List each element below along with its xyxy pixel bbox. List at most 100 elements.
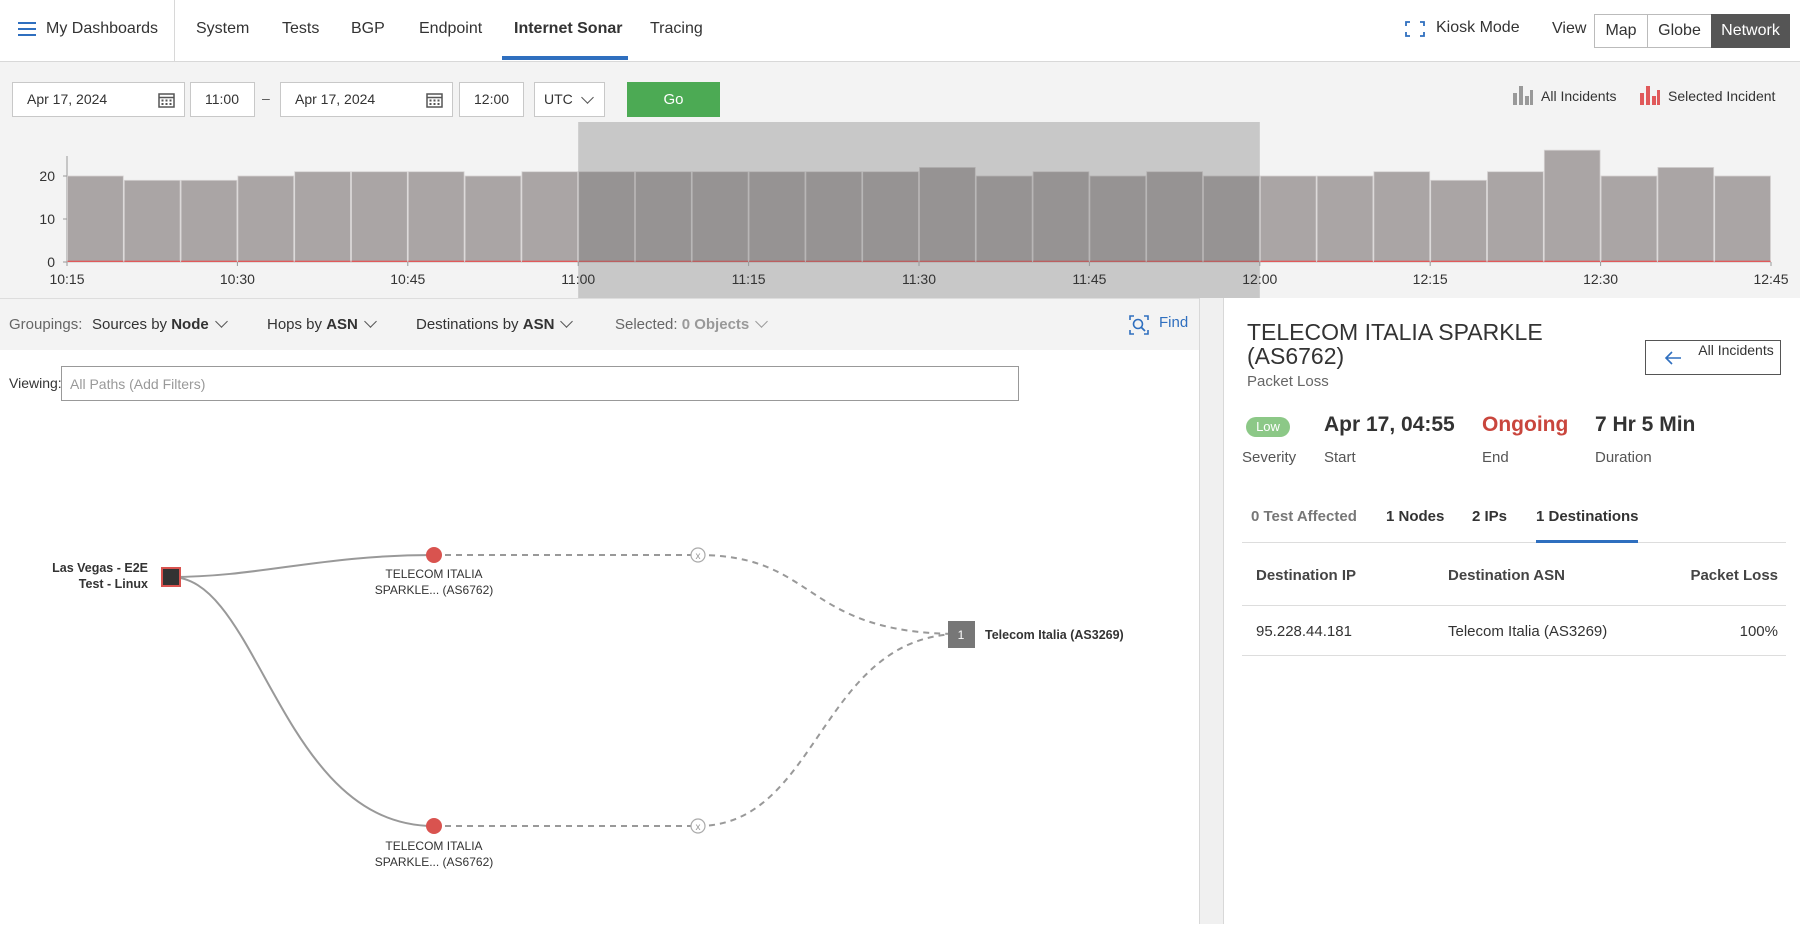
path-link-top-dest (697, 554, 962, 635)
severity-badge: Low (1246, 417, 1290, 437)
path-link-source-top (170, 554, 435, 578)
histogram-bar[interactable] (67, 175, 124, 263)
sources-grouping-dropdown[interactable]: Sources by Node (92, 315, 228, 333)
tab-destinations[interactable]: 1 Destinations (1536, 508, 1639, 525)
path-link-source-bottom (170, 576, 435, 827)
all-incidents-legend: All Incidents (1541, 88, 1617, 104)
calendar-icon[interactable] (426, 92, 443, 108)
unknown-hop-mark: x (696, 551, 701, 562)
timezone-select[interactable]: UTC (534, 82, 605, 117)
cell-packet-loss: 100% (1739, 623, 1778, 640)
tab-tests[interactable]: Tests (282, 20, 320, 37)
x-tick-label: 12:30 (1583, 271, 1618, 287)
nav-divider (174, 0, 175, 62)
histogram-bar[interactable] (1487, 171, 1544, 263)
histogram-bar[interactable] (1259, 175, 1317, 263)
histogram-bar[interactable] (180, 179, 238, 263)
x-tick-label: 11:45 (1072, 271, 1106, 287)
histogram-bar[interactable] (237, 175, 295, 263)
hops-grouping-dropdown[interactable]: Hops by ASN (267, 315, 377, 333)
selected-incident-bar (1487, 260, 1544, 262)
groupings-label: Groupings: (9, 316, 83, 333)
path-filter-input[interactable] (61, 366, 1019, 401)
start-date-field[interactable]: Apr 17, 2024 (12, 82, 185, 117)
start-label: Start (1324, 449, 1356, 466)
find-icon[interactable] (1128, 314, 1150, 336)
selected-incident-bar (124, 260, 181, 262)
tab-endpoint[interactable]: Endpoint (419, 20, 483, 37)
selected-objects-dropdown[interactable]: Selected: 0 Objects (615, 315, 769, 333)
histogram-bar[interactable] (578, 171, 635, 263)
panel-divider[interactable] (1199, 298, 1224, 924)
view-globe-button[interactable]: Globe (1647, 14, 1712, 48)
histogram-bar[interactable] (1316, 175, 1374, 263)
tab-tests-affected[interactable]: 0 Test Affected (1251, 508, 1357, 525)
go-button[interactable]: Go (627, 82, 720, 117)
destinations-grouping-dropdown[interactable]: Destinations by ASN (416, 315, 574, 333)
histogram-bar[interactable] (1714, 175, 1771, 263)
histogram-bar[interactable] (975, 175, 1033, 263)
tab-bgp[interactable]: BGP (351, 20, 385, 37)
source-node[interactable] (161, 567, 181, 587)
histogram-bar[interactable] (805, 171, 863, 263)
histogram-bar[interactable] (1146, 171, 1203, 263)
histogram-bar[interactable] (464, 175, 522, 263)
hop-node-bottom[interactable] (426, 818, 442, 834)
histogram-bar[interactable] (407, 171, 465, 263)
histogram-bar[interactable] (1089, 175, 1147, 263)
destination-node[interactable] (948, 621, 975, 648)
incident-histogram: 0 10 20 10:15 10:30 10:45 11:00 11:15 11:30 11:45… (0, 122, 1800, 298)
histogram-bar[interactable] (351, 171, 408, 263)
calendar-icon[interactable] (158, 92, 175, 108)
top-nav: My Dashboards System Tests BGP Endpoint … (0, 0, 1800, 62)
hamburger-menu-icon[interactable] (18, 22, 36, 36)
tab-system[interactable]: System (196, 20, 250, 37)
view-map-button[interactable]: Map (1594, 14, 1648, 48)
selected-incident-legend-icon (1640, 86, 1660, 105)
selected-incident-bar (1089, 260, 1146, 262)
histogram-bar[interactable] (123, 179, 181, 263)
kiosk-mode-icon[interactable] (1405, 21, 1425, 37)
histogram-bar[interactable] (748, 171, 806, 263)
view-network-button[interactable]: Network (1711, 14, 1790, 48)
histogram-bar[interactable] (521, 171, 579, 263)
histogram-bar[interactable] (1430, 179, 1487, 263)
tab-internet-sonar[interactable]: Internet Sonar (514, 20, 623, 37)
path-link-bottom-dest (697, 633, 962, 827)
histogram-bar[interactable] (1543, 149, 1601, 263)
start-time-field[interactable]: 11:00 (190, 82, 255, 117)
all-incidents-button[interactable]: All Incidents (1645, 340, 1781, 375)
hop-top-label: TELECOM ITALIA SPARKLE... (AS6762) (374, 567, 494, 597)
selected-incident-bar (181, 260, 237, 262)
range-separator: – (262, 90, 270, 106)
histogram-chart[interactable]: 0 10 20 10:15 10:30 10:45 11:00 11:15 11:30 11:45… (0, 122, 1800, 298)
histogram-bar[interactable] (1032, 171, 1090, 263)
histogram-bar[interactable] (294, 171, 351, 263)
kiosk-mode-button[interactable]: Kiosk Mode (1436, 19, 1520, 36)
histogram-bar[interactable] (635, 171, 692, 263)
histogram-bar[interactable] (1657, 167, 1715, 263)
y-tick-label: 20 (39, 168, 55, 184)
tab-tracing[interactable]: Tracing (650, 20, 703, 37)
histogram-bar[interactable] (862, 171, 919, 263)
find-button[interactable]: Find (1159, 314, 1189, 331)
destinations-prefix: Destinations by (416, 316, 519, 333)
histogram-bar[interactable] (1600, 175, 1658, 263)
end-time-field[interactable]: 12:00 (459, 82, 524, 117)
end-date-field[interactable]: Apr 17, 2024 (280, 82, 453, 117)
tab-nodes[interactable]: 1 Nodes (1386, 508, 1445, 525)
column-header-destination-ip[interactable]: Destination IP (1256, 567, 1357, 584)
unknown-hop-icon[interactable] (690, 818, 706, 834)
hop-node-top[interactable] (426, 547, 442, 563)
tab-ips[interactable]: 2 IPs (1472, 508, 1508, 525)
unknown-hop-icon[interactable] (690, 547, 706, 563)
duration-value: 7 Hr 5 Min (1595, 413, 1696, 436)
histogram-bar[interactable] (1373, 171, 1431, 263)
x-tick-label: 11:15 (732, 271, 766, 287)
column-header-destination-asn[interactable]: Destination ASN (1448, 567, 1565, 584)
x-tick-label: 10:45 (390, 271, 425, 287)
column-header-packet-loss[interactable]: Packet Loss (1690, 567, 1778, 584)
my-dashboards-link[interactable]: My Dashboards (46, 20, 159, 37)
selected-time-range[interactable] (578, 122, 1260, 298)
severity-label: Severity (1242, 449, 1297, 466)
